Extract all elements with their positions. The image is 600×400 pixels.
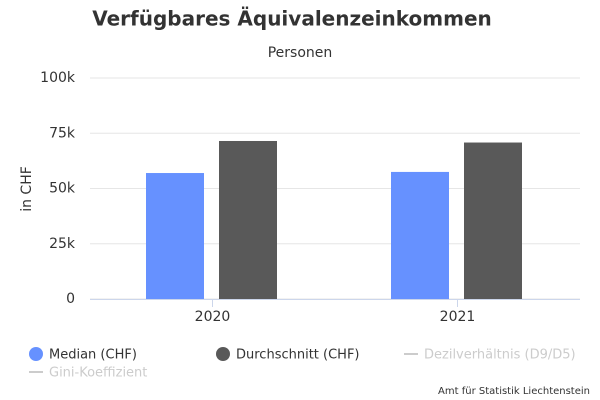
bar [219,140,277,299]
y-tick-label: 25k [49,236,76,252]
y-tick-label: 50k [49,181,76,197]
y-tick-label: 0 [66,291,75,307]
chart-title: Verfügbares Äquivalenzeinkommen [92,7,492,31]
legend-label: Durchschnitt (CHF) [236,348,360,363]
bar [391,171,449,299]
y-tick-label: 100k [40,70,76,86]
x-tick-label: 2020 [195,309,231,325]
credit: Amt für Statistik Liechtenstein [438,386,590,397]
legend-label: Median (CHF) [49,348,137,363]
x-tick-label: 2021 [440,309,476,325]
bar [464,142,522,299]
chart-subtitle: Personen [268,45,333,61]
legend-marker [29,347,43,361]
legend-label: Gini-Koeffizient [49,366,147,381]
y-axis-label: in CHF [19,166,35,212]
legend-label: Dezilverhältnis (D9/D5) [424,348,576,363]
bar [146,173,204,299]
legend-marker [216,347,230,361]
y-tick-label: 75k [49,125,76,141]
